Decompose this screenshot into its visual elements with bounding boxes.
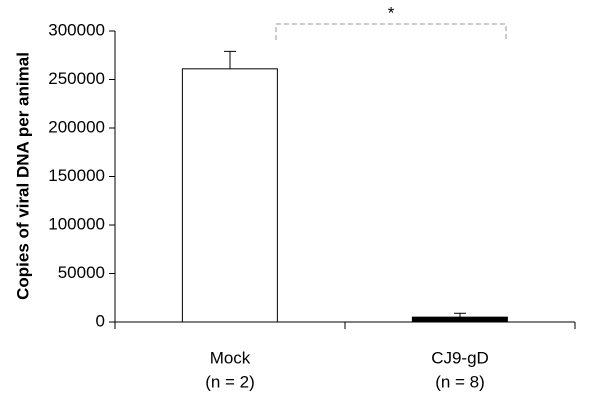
bar	[181, 68, 278, 323]
x-tick-label: Mock	[210, 348, 251, 367]
y-tick-label: 50000	[58, 263, 105, 282]
y-tick-label: 250000	[48, 69, 105, 88]
y-tick-label: 300000	[48, 20, 105, 39]
y-tick-label: 100000	[48, 214, 105, 233]
y-tick-label: 0	[96, 311, 105, 330]
y-tick-label: 150000	[48, 166, 105, 185]
y-tick-label: 200000	[48, 117, 105, 136]
bar	[411, 316, 508, 323]
y-axis-label: Copies of viral DNA per animal	[13, 52, 32, 300]
significance-label: *	[388, 3, 395, 22]
significance-bracket	[275, 23, 507, 40]
x-tick-label: CJ9-gD	[431, 348, 489, 367]
x-tick-note: (n = 2)	[205, 372, 255, 391]
x-tick-note: (n = 8)	[435, 372, 485, 391]
